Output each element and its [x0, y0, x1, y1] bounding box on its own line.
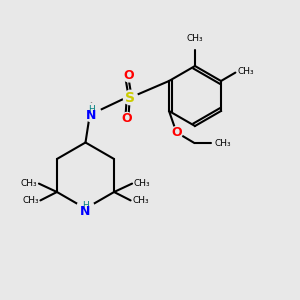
Text: N: N: [80, 205, 91, 218]
Text: CH₃: CH₃: [238, 67, 254, 76]
Text: O: O: [124, 69, 134, 82]
Text: H: H: [88, 105, 95, 114]
Text: CH₃: CH₃: [21, 179, 38, 188]
Text: O: O: [122, 112, 132, 125]
Text: N: N: [86, 109, 97, 122]
Circle shape: [82, 103, 100, 122]
Circle shape: [170, 127, 182, 139]
Text: CH₃: CH₃: [132, 196, 149, 205]
Text: CH₃: CH₃: [187, 34, 203, 43]
Text: O: O: [171, 126, 182, 139]
Text: S: S: [125, 91, 136, 104]
Circle shape: [76, 200, 94, 217]
Circle shape: [123, 90, 138, 105]
Text: CH₃: CH₃: [134, 179, 150, 188]
Text: CH₃: CH₃: [22, 196, 39, 205]
Text: CH₃: CH₃: [214, 139, 231, 148]
Text: H: H: [82, 201, 89, 210]
Circle shape: [123, 70, 135, 82]
Circle shape: [121, 112, 133, 124]
